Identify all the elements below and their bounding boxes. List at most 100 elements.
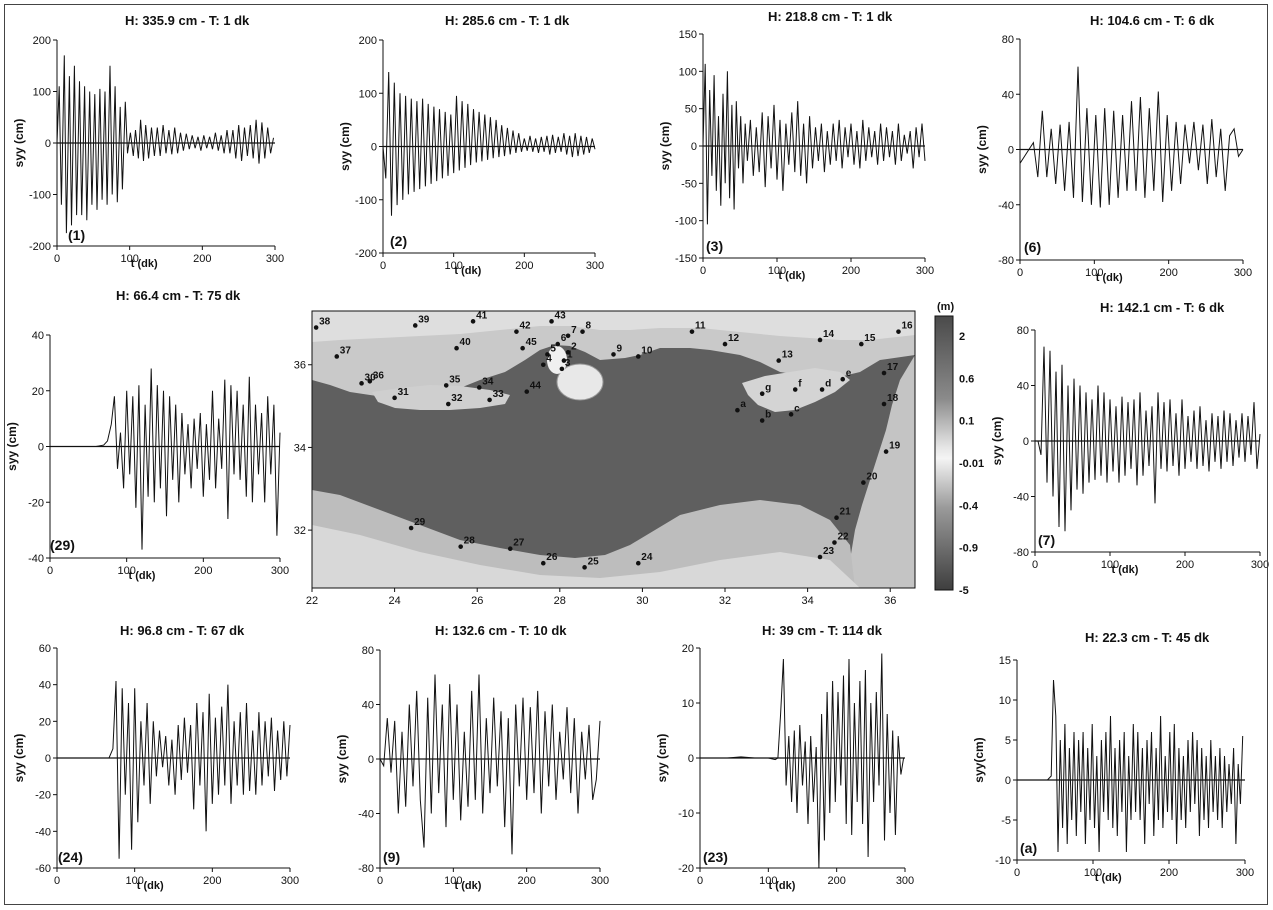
y-tick-label: 0	[1005, 775, 1011, 787]
y-tick-label: -200	[29, 241, 51, 253]
x-tick-label: 300	[916, 265, 934, 277]
station-marker	[540, 560, 546, 566]
station-label: 32	[451, 393, 463, 404]
station-marker	[559, 366, 565, 372]
y-tick-label: 10	[999, 695, 1011, 707]
x-axis-label: t (dk)	[1096, 272, 1123, 284]
station-label: 6	[561, 333, 567, 344]
y-tick-label: 40	[362, 700, 374, 712]
station-label: 18	[887, 393, 899, 404]
panel-label: (24)	[58, 849, 83, 865]
station-label: 10	[641, 345, 653, 356]
panel-title: H: 132.6 cm - T: 10 dk	[435, 623, 567, 638]
x-tick-label: 0	[1017, 267, 1023, 279]
y-tick-label: 20	[39, 716, 51, 728]
map-x-tick-label: 34	[801, 595, 813, 607]
x-tick-label: 200	[194, 565, 212, 577]
y-tick-label: -150	[675, 253, 697, 265]
station-marker	[819, 387, 825, 392]
station-marker	[861, 480, 866, 485]
station-marker	[582, 565, 587, 570]
series-line	[702, 63, 926, 225]
map-y-tick-label: 34	[294, 442, 306, 454]
x-tick-label: 100	[1101, 559, 1119, 571]
station-label: 19	[889, 441, 901, 452]
station-label: g	[765, 383, 771, 394]
y-axis-label: syy (cm)	[655, 734, 669, 783]
x-tick-label: 300	[591, 875, 609, 887]
station-marker	[759, 391, 765, 396]
station-label: c	[794, 403, 800, 414]
colorbar-tick-label: 0.6	[959, 373, 974, 385]
station-label: 15	[864, 333, 876, 344]
station-marker	[832, 540, 837, 545]
station-marker	[476, 385, 482, 390]
station-marker	[759, 418, 765, 423]
map-x-tick-label: 22	[306, 595, 318, 607]
station-label: 28	[464, 536, 476, 547]
series-line	[700, 653, 905, 869]
station-label: 12	[728, 333, 740, 344]
station-label: 44	[530, 381, 542, 392]
station-marker	[555, 341, 561, 347]
colorbar-tick-label: -0.9	[959, 543, 978, 555]
panel-label: (23)	[703, 849, 728, 865]
station-label: 8	[586, 321, 592, 332]
x-tick-label: 200	[1160, 867, 1178, 879]
y-tick-label: 20	[32, 386, 44, 398]
y-tick-label: 80	[362, 645, 374, 657]
y-tick-label: 0	[45, 753, 51, 765]
x-tick-label: 200	[193, 253, 211, 265]
y-tick-label: 150	[679, 29, 697, 41]
panel-label: (29)	[50, 537, 75, 553]
panel-p9: -80 -40 0 40 80 0 100 200 300 syy (cm) t (dk) H: 13…	[335, 623, 609, 892]
y-tick-label: 15	[999, 655, 1011, 667]
station-marker	[359, 381, 364, 386]
panel-label: (a)	[1020, 840, 1037, 856]
y-tick-label: -40	[358, 809, 374, 821]
x-tick-label: 200	[203, 875, 221, 887]
station-label: 30	[365, 372, 377, 383]
x-tick-label: 100	[768, 265, 786, 277]
y-tick-label: 100	[33, 87, 51, 99]
x-tick-label: 200	[1159, 267, 1177, 279]
series-line	[1019, 66, 1244, 208]
panel-title: H: 96.8 cm - T: 67 dk	[120, 623, 245, 638]
x-tick-label: 100	[117, 565, 135, 577]
x-tick-label: 300	[1251, 559, 1269, 571]
station-marker	[487, 397, 492, 403]
station-marker	[881, 370, 887, 376]
y-tick-label: -5	[1001, 815, 1011, 827]
station-marker	[883, 449, 889, 454]
station-label: 39	[418, 314, 430, 325]
station-label: 9	[617, 343, 623, 354]
south-desert	[312, 525, 860, 588]
panel-title: H: 39 cm - T: 114 dk	[762, 623, 883, 638]
station-marker	[722, 341, 728, 347]
x-tick-label: 200	[1176, 559, 1194, 571]
map-y-tick-label: 32	[294, 525, 306, 537]
series-line	[50, 368, 281, 550]
y-tick-label: -20	[28, 497, 44, 509]
station-label: 21	[840, 507, 852, 518]
station-label: b	[765, 410, 771, 421]
y-tick-label: 50	[685, 104, 697, 116]
station-marker	[520, 345, 525, 351]
y-tick-label: -40	[1013, 492, 1029, 504]
y-tick-label: -10	[678, 808, 694, 820]
map-x-tick-label: 36	[884, 595, 896, 607]
y-axis-label: syy (cm)	[12, 734, 26, 783]
y-tick-label: 40	[1002, 89, 1014, 101]
y-axis-label: syy(cm)	[972, 737, 986, 782]
station-label: 27	[513, 538, 525, 549]
colorbar-tick-label: 0.1	[959, 416, 974, 428]
x-tick-label: 0	[380, 260, 386, 272]
station-label: 37	[340, 345, 352, 356]
station-label: e	[846, 368, 852, 379]
panel-p3: -150 -100 -50 0 50 100 150 0 100 200 300 syy (cm) t …	[658, 9, 934, 282]
station-label: 36	[373, 370, 385, 381]
x-tick-label: 100	[444, 260, 462, 272]
map-y-tick-label: 36	[294, 360, 306, 372]
station-marker	[840, 376, 846, 382]
